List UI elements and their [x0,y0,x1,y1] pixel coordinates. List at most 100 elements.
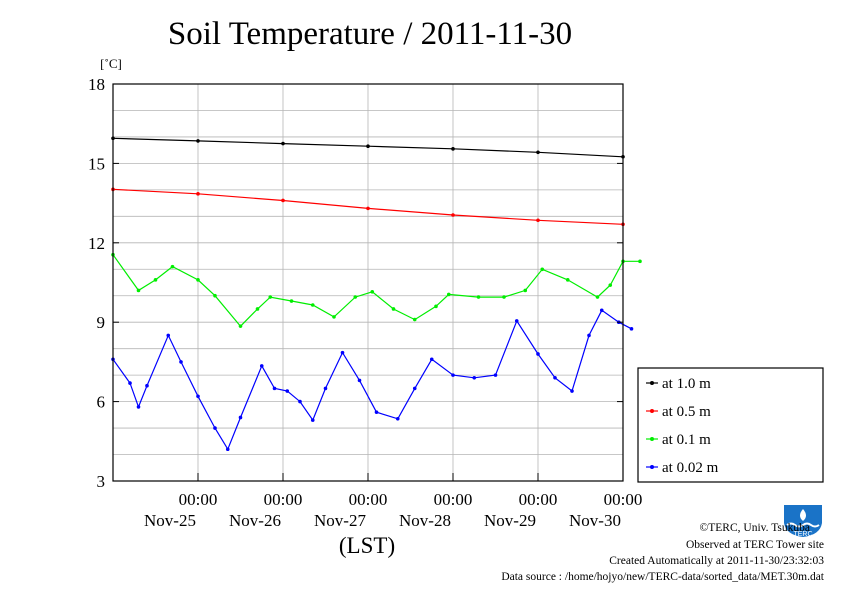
x-tick-time-label: 00:00 [179,490,218,509]
data-point [310,418,315,422]
data-point [629,327,634,331]
data-point [285,389,290,393]
y-tick-label: 9 [97,313,106,332]
x-tick-date-label: Nov-27 [314,511,366,530]
x-tick-date-label: Nov-28 [399,511,451,530]
data-point [357,378,362,383]
data-point [238,415,243,420]
x-tick-date-label: Nov-29 [484,511,536,530]
data-point [310,303,315,307]
y-tick-label: 6 [97,393,106,412]
data-point [196,278,200,282]
x-tick-date-label: Nov-25 [144,511,196,530]
data-point [595,295,600,299]
x-axis-label: (LST) [339,533,395,558]
data-point [238,324,243,328]
data-point [553,375,557,380]
data-point [366,206,370,211]
data-point [599,308,604,313]
footer-observed: Observed at TERC Tower site [685,539,824,551]
data-point [145,383,149,388]
data-point [514,319,519,323]
data-point [281,141,285,146]
data-point [536,150,540,155]
x-tick-time-label: 00:00 [519,490,558,509]
data-point [259,364,264,368]
y-tick-label: 12 [88,234,105,253]
logo-text: TERC [793,531,812,538]
data-point [587,333,591,338]
data-point [332,315,336,319]
data-point [370,289,375,294]
data-point [136,405,141,409]
data-point [366,144,370,148]
legend-label: at 0.1 m [662,432,711,448]
data-point [225,447,230,452]
data-point [166,333,171,338]
data-point [298,399,302,404]
terc-logo: TERC [784,505,822,538]
data-point [638,259,642,264]
series-line-2 [112,254,640,328]
y-tick-label: 3 [97,472,106,491]
data-point [289,299,294,303]
footer-created: Created Automatically at 2011-11-30/23:3… [609,555,824,567]
data-point [540,267,545,272]
data-point [170,264,175,269]
data-point [446,292,451,297]
data-point [476,295,481,299]
data-point [451,373,455,377]
x-tick-time-label: 00:00 [434,490,473,509]
footer-source: Data source : /home/hojyo/new/TERC-data/… [501,571,824,583]
legend-box [637,367,824,483]
data-point [412,386,417,391]
x-tick-time-label: 00:00 [349,490,388,509]
data-point [570,389,574,393]
data-point [565,278,570,282]
x-tick-time-label: 00:00 [264,490,303,509]
data-point [429,357,434,362]
x-tick-date-label: Nov-26 [229,511,281,530]
data-point [451,213,455,217]
data-point [353,295,358,299]
data-point [196,139,200,143]
y-axis-label: [˚C] [100,56,122,71]
legend-marker [650,381,654,385]
footer-copyright: ©TERC, Univ. Tsukuba [699,522,810,534]
chart-title: Soil Temperature / 2011-11-30 [167,16,573,52]
data-point [213,426,217,430]
data-point [395,417,400,421]
data-point [374,410,379,414]
data-point [391,307,396,311]
x-tick-date-label: Nov-30 [569,511,621,530]
data-point [136,288,141,293]
data-point [255,307,260,311]
data-point [608,283,613,287]
legend-marker [650,465,654,469]
legend-label: at 0.02 m [662,460,719,476]
data-point [412,317,417,322]
data-point [523,288,528,293]
legend-marker [650,437,654,441]
data-point [213,293,217,298]
data-point [502,295,506,299]
data-point [179,360,183,364]
data-point [340,350,345,355]
data-point [268,295,273,299]
data-point [536,352,540,356]
data-point [323,386,328,391]
data-point [536,218,540,223]
data-point [196,192,200,196]
data-point [281,198,285,203]
data-point [434,304,438,309]
y-tick-label: 15 [88,154,105,173]
legend-label: at 0.5 m [662,404,711,420]
data-point [451,147,455,151]
data-point [493,373,498,377]
legend-marker [650,409,654,413]
data-point [153,278,158,282]
data-point [128,381,132,385]
x-tick-time-label: 00:00 [604,490,643,509]
y-tick-label: 18 [88,75,105,94]
